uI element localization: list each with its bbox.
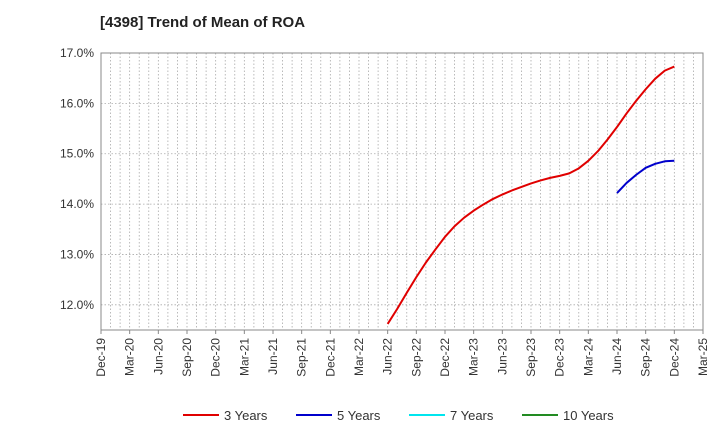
x-tick-label: Mar-21 bbox=[237, 338, 251, 376]
x-tick-label: Mar-25 bbox=[696, 338, 710, 376]
x-tick-label: Mar-23 bbox=[467, 338, 481, 376]
series-line-5-years bbox=[616, 159, 675, 194]
x-tick-label: Dec-19 bbox=[94, 338, 108, 377]
x-tick-label: Dec-20 bbox=[209, 338, 223, 377]
y-tick-label: 16.0% bbox=[60, 96, 94, 110]
x-tick-label: Sep-23 bbox=[524, 338, 538, 377]
y-tick-label: 13.0% bbox=[60, 247, 94, 261]
chart-title: [4398] Trend of Mean of ROA bbox=[100, 14, 306, 31]
x-tick-label: Jun-21 bbox=[266, 338, 280, 375]
y-tick-label: 14.0% bbox=[60, 197, 94, 211]
legend-label: 5 Years bbox=[337, 408, 381, 423]
x-tick-label: Sep-20 bbox=[180, 338, 194, 377]
x-tick-label: Jun-22 bbox=[381, 338, 395, 375]
legend-label: 7 Years bbox=[450, 408, 494, 423]
x-tick-label: Sep-22 bbox=[409, 338, 423, 377]
x-tick-label: Jun-24 bbox=[610, 338, 624, 375]
x-tick-label: Dec-24 bbox=[667, 338, 681, 377]
legend-label: 10 Years bbox=[563, 408, 614, 423]
x-tick-label: Mar-24 bbox=[581, 338, 595, 376]
x-tick-label: Dec-21 bbox=[323, 338, 337, 377]
x-tick-label: Dec-23 bbox=[553, 338, 567, 377]
x-tick-label: Mar-22 bbox=[352, 338, 366, 376]
legend: 3 Years 5 Years 7 Years 10 Years bbox=[183, 408, 614, 423]
y-tick-label: 12.0% bbox=[60, 298, 94, 312]
plot-frame bbox=[100, 52, 704, 331]
y-tick-label: 15.0% bbox=[60, 147, 94, 161]
series-line-3-years bbox=[386, 65, 675, 325]
x-tick-label: Mar-20 bbox=[123, 338, 137, 376]
y-tick-label: 17.0% bbox=[60, 46, 94, 60]
x-tick-label: Dec-22 bbox=[438, 338, 452, 377]
legend-label: 3 Years bbox=[224, 408, 268, 423]
grid bbox=[101, 52, 703, 330]
x-tick-label: Sep-24 bbox=[639, 338, 653, 377]
axes: 12.0% 13.0% 14.0% 15.0% 16.0% 17.0% Dec-19 Mar-… bbox=[60, 46, 710, 377]
x-tick-label: Jun-20 bbox=[151, 338, 165, 375]
series-lines bbox=[386, 65, 675, 325]
x-tick-label: Sep-21 bbox=[295, 338, 309, 377]
x-tick-label: Jun-23 bbox=[495, 338, 509, 375]
